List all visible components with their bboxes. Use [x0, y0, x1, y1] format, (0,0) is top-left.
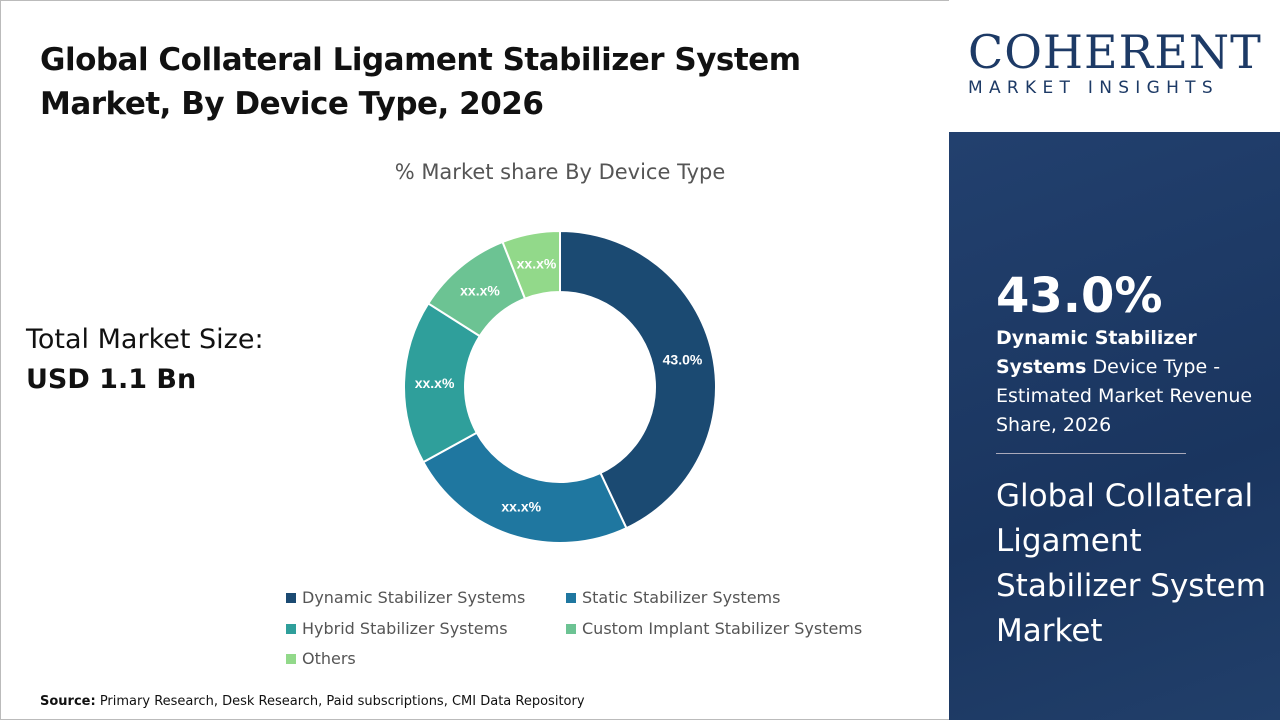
legend-swatch — [566, 592, 576, 603]
data-label: xx.x% — [501, 498, 541, 514]
source-label: Source: — [40, 694, 96, 709]
legend-label: Hybrid Stabilizer Systems — [302, 619, 508, 638]
highlight-rest: Device Type - Estimated Market Revenue S… — [996, 356, 1253, 436]
donut-slice — [421, 431, 628, 544]
legend-swatch — [286, 623, 296, 634]
data-label: 43.0% — [663, 352, 703, 368]
legend-swatch — [286, 653, 296, 664]
source-text: Primary Research, Desk Research, Paid su… — [95, 694, 585, 709]
data-label: xx.x% — [517, 256, 557, 272]
legend-label: Custom Implant Stabilizer Systems — [582, 619, 863, 638]
legend-label: Static Stabilizer Systems — [582, 588, 781, 607]
data-label: xx.x% — [460, 282, 500, 298]
logo-tagline: MARKET INSIGHTS — [968, 78, 1219, 98]
legend-item: Custom Implant Stabilizer Systems — [566, 619, 862, 638]
legend-label: Others — [302, 649, 356, 668]
total-market-label: Total Market Size: — [26, 324, 264, 355]
legend-item: Hybrid Stabilizer Systems — [286, 619, 508, 638]
legend-swatch — [566, 623, 576, 634]
chart-title: % Market share By Device Type — [394, 160, 726, 184]
page-title: Global Collateral Ligament Stabilizer Sy… — [40, 42, 801, 122]
highlight-segment: Dynamic Stabilizer Systems — [996, 327, 1197, 378]
source-note: Source: Primary Research, Desk Research,… — [40, 694, 585, 709]
legend-swatch — [286, 592, 296, 603]
legend-label: Dynamic Stabilizer Systems — [302, 588, 526, 607]
logo-name: COHERENT — [968, 25, 1262, 79]
legend-item: Static Stabilizer Systems — [566, 588, 780, 607]
legend-item: Others — [286, 649, 356, 668]
highlight-description: Dynamic Stabilizer Systems Device Type -… — [996, 324, 1256, 440]
divider — [996, 453, 1186, 454]
highlight-market-name: Global Collateral Ligament Stabilizer Sy… — [996, 478, 1266, 649]
total-market-value: USD 1.1 Bn — [26, 364, 197, 395]
donut-slice — [501, 229, 561, 300]
highlight-panel — [949, 132, 1280, 720]
legend-item: Dynamic Stabilizer Systems — [286, 588, 525, 607]
donut-slice — [559, 229, 717, 530]
donut-chart: 43.0% xx.x% xx.x% xx.x% xx.x% — [403, 229, 717, 544]
highlight-percent: 43.0% — [996, 268, 1163, 324]
data-label: xx.x% — [415, 375, 455, 391]
logo: COHERENT MARKET INSIGHTS — [968, 28, 1268, 98]
